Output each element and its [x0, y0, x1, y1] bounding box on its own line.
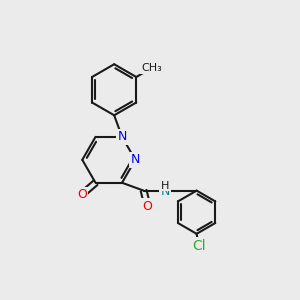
Text: H: H: [161, 181, 170, 191]
Text: O: O: [77, 188, 87, 201]
Text: N: N: [117, 130, 127, 143]
Text: Cl: Cl: [192, 238, 206, 253]
Text: N: N: [160, 185, 170, 198]
Text: N: N: [130, 153, 140, 166]
Text: CH₃: CH₃: [141, 63, 162, 73]
Text: O: O: [142, 200, 152, 213]
